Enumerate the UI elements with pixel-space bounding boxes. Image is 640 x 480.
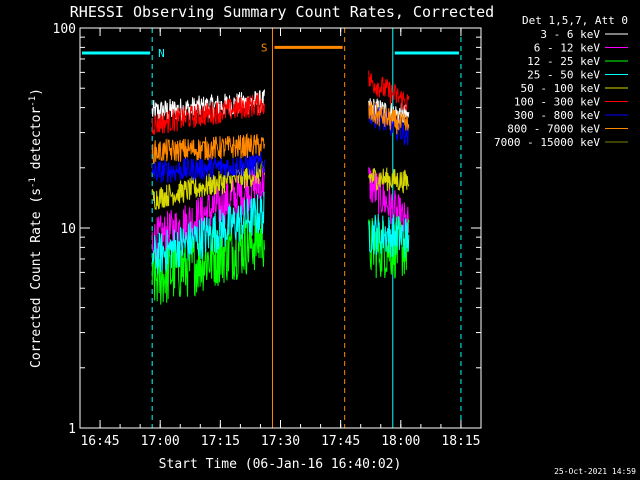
series-100-300-kev-segment-1 <box>368 70 410 111</box>
series-12-25-kev-segment-0 <box>151 209 265 305</box>
data-series <box>151 70 410 305</box>
y-tick-label-100: 100 <box>53 22 76 37</box>
chart-title: RHESSI Observing Summary Count Rates, Co… <box>70 3 494 21</box>
x-tick-label-18-15: 18:15 <box>441 434 480 449</box>
x-axis-label: Start Time (06-Jan-16 16:40:02) <box>159 457 402 472</box>
y-axis-label-mid: detector <box>29 107 44 178</box>
series-6-12-kev-segment-0 <box>151 167 265 261</box>
legend-label-300-800-kev: 300 - 800 keV <box>514 109 600 122</box>
series-25-50-kev-segment-0 <box>151 191 265 275</box>
legend-header: Det 1,5,7, Att 0 <box>522 14 628 27</box>
x-tick-label-18-00: 18:00 <box>381 434 420 449</box>
series-25-50-kev-segment-1 <box>368 213 410 258</box>
timestamp: 25-Oct-2021 14:59 <box>554 467 636 476</box>
x-axis-ticks: 16:45 17:00 17:15 17:30 17:45 18:00 18:15 <box>79 28 482 449</box>
y-tick-label-1: 1 <box>68 422 76 437</box>
legend-label-100-300-kev: 100 - 300 keV <box>514 96 600 109</box>
legend-label-50-100-kev: 50 - 100 keV <box>521 82 601 95</box>
series-800-7000-kev-segment-1 <box>368 101 410 135</box>
legend-label-25-50-kev: 25 - 50 keV <box>527 69 600 82</box>
series-800-7000-kev-segment-0 <box>151 132 265 164</box>
legend-label-7000-15000-kev: 7000 - 15000 keV <box>494 136 600 149</box>
x-tick-label-17-45: 17:45 <box>321 434 360 449</box>
legend-label-12-25-kev: 12 - 25 keV <box>527 55 600 68</box>
annotation-label-s: S <box>261 41 268 54</box>
series-6-12-kev-segment-1 <box>368 167 410 240</box>
series-100-300-kev-segment-0 <box>151 92 265 136</box>
x-tick-label-17-15: 17:15 <box>201 434 240 449</box>
annotation-label-n: N <box>158 47 165 60</box>
y-axis-ticks: 1 10 100 <box>53 22 481 437</box>
x-tick-label-17-00: 17:00 <box>141 434 180 449</box>
series-50-100-kev-segment-1 <box>368 167 410 194</box>
legend-label-6-12-kev: 6 - 12 keV <box>534 42 601 55</box>
x-tick-label-17-30: 17:30 <box>261 434 300 449</box>
legend-label-3-6-kev: 3 - 6 keV <box>540 28 600 41</box>
y-axis-label-exponent-2: -1 <box>28 96 38 107</box>
y-tick-label-10: 10 <box>60 222 76 237</box>
series-50-100-kev-segment-0 <box>151 160 265 211</box>
y-axis-label-exponent-1: -1 <box>28 177 38 188</box>
y-axis-label-end: ) <box>29 88 44 96</box>
y-axis-label-main: Corrected Count Rate (s <box>29 188 44 368</box>
y-axis-label: Corrected Count Rate (s-1 detector-1) <box>28 88 44 368</box>
x-tick-label-16-45: 16:45 <box>80 434 119 449</box>
legend-label-800-7000-kev: 800 - 7000 keV <box>507 123 600 136</box>
